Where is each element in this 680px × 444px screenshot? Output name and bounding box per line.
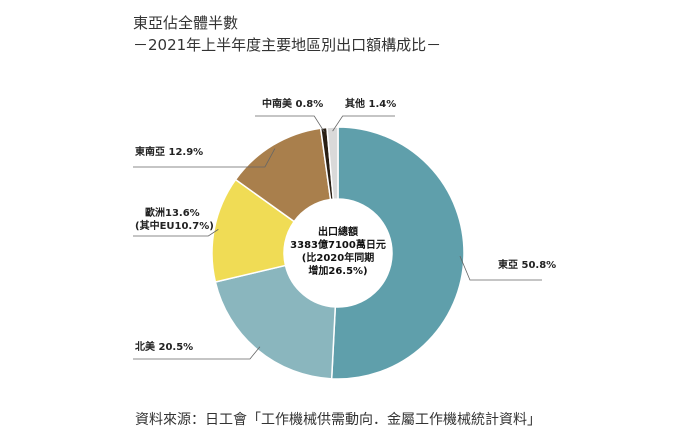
center-text-line: 3383億7100萬日元 (290, 238, 386, 251)
leader-line-其他 (332, 115, 395, 132)
chart-title: 東亞佔全體半數 (133, 14, 239, 32)
slice-label-其他: 其他 1.4% (345, 97, 396, 110)
slice-label-北美: 北美 20.5% (135, 340, 193, 353)
leader-line-中南美 (255, 115, 325, 132)
center-text-line: 出口總額 (318, 225, 358, 238)
leader-line-北美 (133, 346, 261, 360)
leader-line-歐洲 (133, 229, 219, 237)
slice-其他 (326, 126, 339, 201)
slice-label-歐洲: 歐洲13.6% (145, 206, 200, 219)
slice-sublabel-歐洲: (其中EU10.7%) (135, 219, 214, 232)
leader-line-東南亞 (133, 148, 276, 168)
slice-北美 (214, 264, 337, 380)
slice-label-東亞: 東亞 50.8% (498, 258, 556, 271)
center-text-line: (比2020年同期 (302, 251, 374, 264)
slice-label-東南亞: 東南亞 12.9% (135, 145, 203, 158)
chart-subtitle: －2021年上半年度主要地區別出口額構成比－ (133, 36, 442, 54)
slice-label-中南美: 中南美 0.8% (262, 97, 323, 110)
center-text-line: 增加26.5%) (308, 264, 367, 277)
leader-line-東亞 (459, 255, 542, 281)
slice-東亞 (330, 126, 465, 380)
source-note: 資料來源：日工會「工作機械供需動向．金屬工作機械統計資料」 (135, 412, 541, 428)
